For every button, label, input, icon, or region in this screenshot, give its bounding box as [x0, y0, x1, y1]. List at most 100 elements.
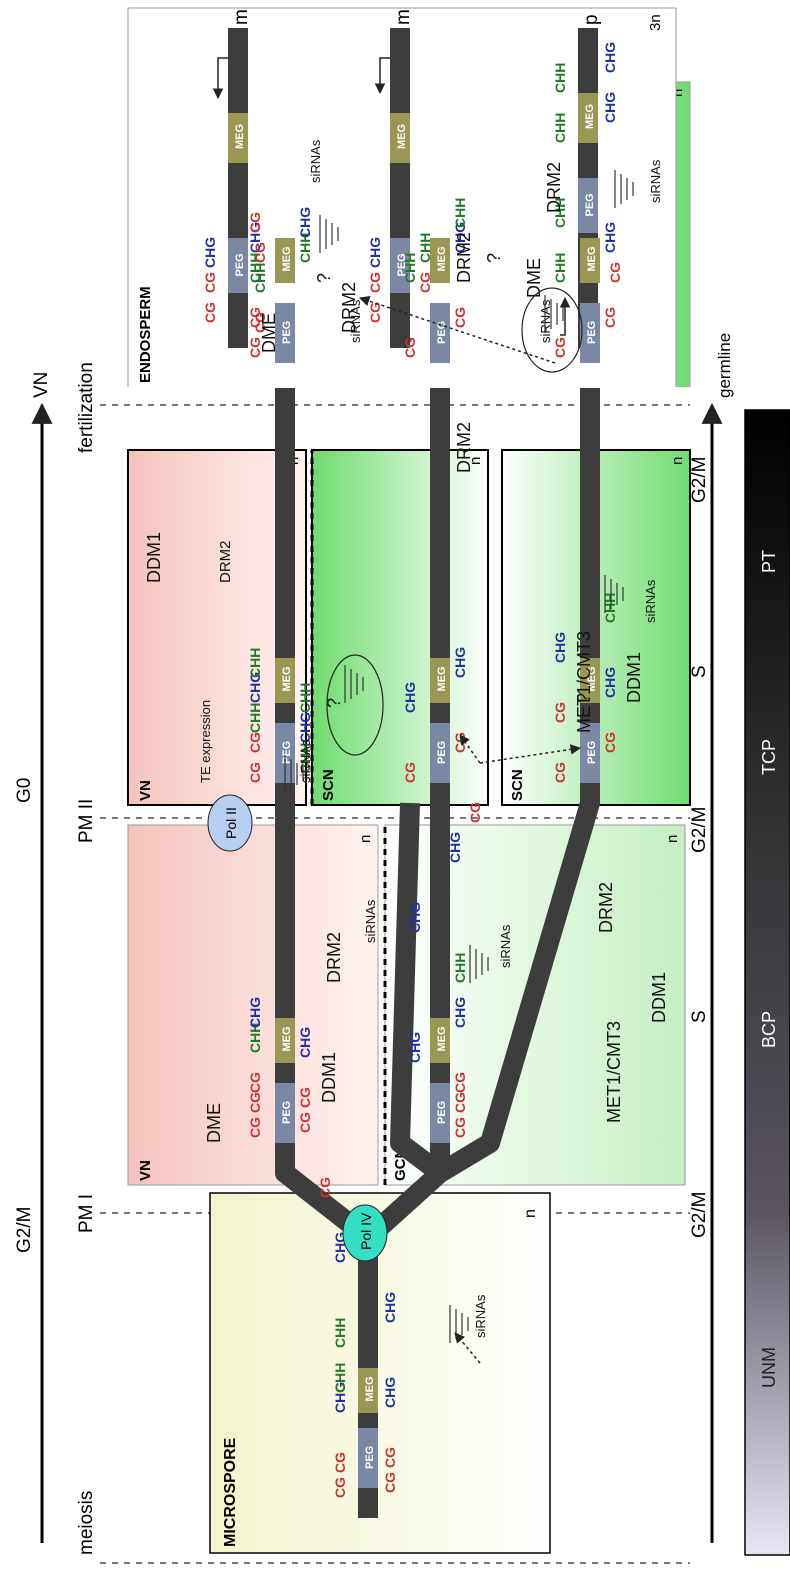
- methylation-cg: CG: [452, 1117, 468, 1138]
- methylation-cg: CG: [252, 242, 268, 263]
- annotation-sirnas: siRNAs: [308, 139, 323, 183]
- methylation-chh: CHH: [552, 198, 568, 228]
- methylation-chh: CHH: [332, 1318, 348, 1348]
- methylation-chg: CHG: [382, 1292, 398, 1323]
- methylation-cg: CG: [382, 1472, 398, 1493]
- peg-gene-label: PEG: [281, 741, 293, 764]
- methylation-cg: CG: [402, 337, 418, 358]
- peg-gene-segment: [275, 723, 295, 783]
- methylation-cg: CG: [332, 1452, 348, 1473]
- methylation-cg: CG: [602, 732, 618, 753]
- peg-gene-segment: [390, 238, 410, 293]
- pol4-ellipse: Pol IV: [342, 1204, 388, 1262]
- annotation-met1: MET1/CMT3: [604, 1021, 624, 1123]
- annotation-te_expression: TE expression: [198, 700, 213, 783]
- panel-title-scn-2: SCN: [509, 769, 526, 801]
- methylation-chh: CHH: [452, 198, 468, 228]
- meg-gene-label: MEG: [364, 1376, 376, 1401]
- panel-title-scn-1: SCN: [320, 769, 337, 801]
- peg-gene-label: PEG: [584, 193, 596, 216]
- methylation-cg: CG: [452, 307, 468, 328]
- meg-gene-label: MEG: [281, 246, 293, 271]
- methylation-cg: CG: [467, 802, 483, 823]
- methylation-cg: CG: [607, 262, 623, 283]
- methylation-cg: CG: [402, 762, 418, 783]
- peg-gene-segment: [430, 723, 450, 783]
- methylation-chg: CHG: [247, 997, 263, 1028]
- panel-title-endosperm: ENDOSPERM: [137, 286, 154, 383]
- panel-title-vn-1: VN: [137, 1160, 154, 1181]
- methylation-chh: CHH: [552, 253, 568, 283]
- meg-gene-segment: [578, 93, 598, 143]
- methylation-cg: CG: [452, 1072, 468, 1093]
- methylation-chh: CHH: [247, 703, 263, 733]
- methylation-chg: CHG: [452, 997, 468, 1028]
- peg-gene-label: PEG: [436, 1101, 448, 1124]
- methylation-chh: CHH: [332, 1363, 348, 1393]
- annotation-sirnas: siRNAs: [298, 739, 313, 783]
- methylation-cg: CG: [332, 1477, 348, 1498]
- meg-gene-label: MEG: [436, 666, 448, 691]
- methylation-cg: CG: [247, 337, 263, 358]
- annotation-question: ?: [324, 698, 344, 708]
- peg-gene-segment: [580, 723, 600, 783]
- stage-pm2: PM II: [76, 799, 97, 843]
- phase-g2m-3: G2/M: [689, 457, 710, 503]
- phase-separators: [100, 404, 690, 1564]
- peg-gene-segment: [358, 1428, 378, 1488]
- annotation-drm2: DRM2: [596, 882, 616, 933]
- meg-gene-segment: [275, 238, 295, 283]
- top-timeline: meiosis G2/M PM I G0 PM II fertilization…: [14, 362, 97, 1555]
- methylation-chh: CHH: [452, 953, 468, 983]
- methylation-cg: CG: [317, 1177, 333, 1198]
- stage-pm1: PM I: [76, 1194, 97, 1233]
- phase-s-1: S: [689, 1010, 710, 1023]
- peg-gene-segment: [578, 178, 598, 233]
- annotation-ddm1: DDM1: [144, 532, 164, 583]
- maternal-label-1: m: [231, 9, 252, 25]
- methylation-chg: CHG: [297, 712, 313, 743]
- methylation-chg: CHG: [382, 1377, 398, 1408]
- annotation-sirnas: siRNAs: [643, 579, 658, 623]
- methylation-cg: CG: [602, 307, 618, 328]
- bar-bcp: BCP: [759, 1011, 779, 1048]
- peg-gene-label: PEG: [436, 741, 448, 764]
- sirna-dotted-arrows: [359, 296, 582, 1364]
- ploidy-endosperm: 3n: [647, 14, 664, 31]
- methylation-chh: CHH: [247, 253, 263, 283]
- meg-gene-label: MEG: [436, 1026, 448, 1051]
- annotation-sirnas: siRNAs: [648, 159, 663, 203]
- panel-title-vn-2: VN: [137, 780, 154, 801]
- sirna-ellipses: [326, 287, 583, 756]
- methylation-chg: CHG: [452, 647, 468, 678]
- annotation-drm2: DRM2: [324, 932, 344, 983]
- bar-pt: PT: [759, 550, 779, 573]
- methylation-cg: CG: [367, 272, 383, 293]
- methylation-cg: CG: [247, 762, 263, 783]
- meg-gene-label: MEG: [234, 124, 246, 149]
- meg-gene-segment: [430, 1018, 450, 1063]
- annotation-drm2: DRM2: [454, 232, 474, 283]
- peg-gene-segment: [580, 303, 600, 363]
- meg-gene-label: MEG: [396, 124, 408, 149]
- methylation-chg: CHG: [407, 1032, 423, 1063]
- methylation-cg: CG: [247, 212, 263, 233]
- methylation-chg: CHG: [602, 222, 618, 253]
- meg-gene-label: MEG: [584, 104, 596, 129]
- panel-microspore: MICROSPORE n: [209, 1192, 551, 1554]
- annotation-question: ?: [314, 273, 334, 283]
- stage-g0: G0: [14, 778, 35, 803]
- stage-bar: [744, 409, 790, 1556]
- methylation-cg: CG: [552, 337, 568, 358]
- annotation-dme: DME: [524, 258, 544, 298]
- methylation-cg: CG: [452, 1092, 468, 1113]
- annotation-sirnas: siRNAs: [348, 299, 363, 343]
- meg-gene-label: MEG: [586, 246, 598, 271]
- peg-gene-segment: [275, 303, 295, 363]
- methylation-chg: CHG: [247, 222, 263, 253]
- annotation-sirnas: siRNAs: [363, 899, 378, 943]
- stage-g2m: G2/M: [14, 1207, 35, 1253]
- meg-gene-segment: [580, 658, 600, 703]
